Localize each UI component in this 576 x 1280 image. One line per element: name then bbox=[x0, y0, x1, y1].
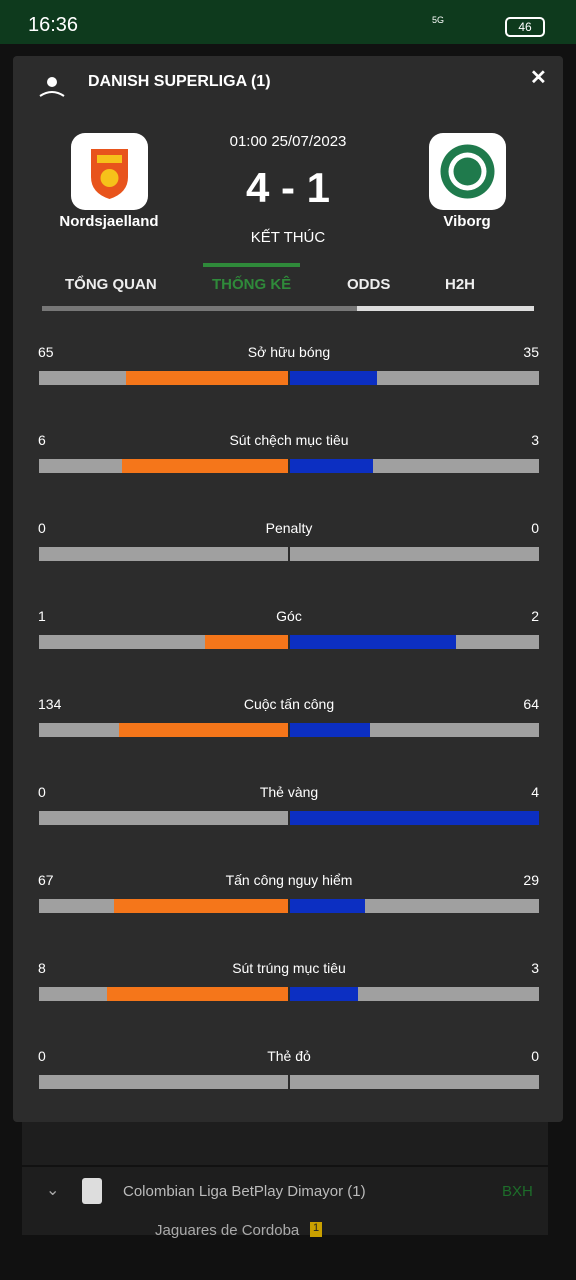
home-value: 0 bbox=[38, 1048, 46, 1064]
away-bar bbox=[290, 811, 539, 825]
team-name[interactable]: Jaguares de Cordoba bbox=[155, 1222, 300, 1239]
away-bar bbox=[290, 899, 366, 913]
home-bar bbox=[114, 899, 288, 913]
away-value: 4 bbox=[531, 784, 539, 800]
scroll-thumb bbox=[42, 306, 357, 311]
league-icon bbox=[37, 70, 67, 100]
status-bar: 16:36 5G 46 bbox=[0, 0, 576, 44]
away-value: 64 bbox=[523, 696, 539, 712]
home-bar bbox=[205, 635, 288, 649]
tab[interactable]: H2H bbox=[445, 276, 476, 293]
bar-track bbox=[290, 1075, 539, 1089]
bar-track bbox=[39, 811, 288, 825]
away-value: 0 bbox=[531, 1048, 539, 1064]
away-value: 35 bbox=[523, 344, 539, 360]
home-value: 1 bbox=[38, 608, 46, 624]
home-logo bbox=[71, 133, 148, 210]
chevron: ⌄ bbox=[46, 1182, 60, 1199]
home-bar bbox=[119, 723, 288, 737]
away-value: 2 bbox=[531, 608, 539, 624]
home-value: 0 bbox=[38, 784, 46, 800]
match-state: KẾT THÚC bbox=[250, 229, 326, 246]
home-value: 8 bbox=[38, 960, 46, 976]
stat-label: Thẻ vàng bbox=[259, 784, 319, 800]
home-bar bbox=[106, 987, 288, 1001]
tab-indicator bbox=[203, 263, 300, 267]
away-bar bbox=[290, 459, 373, 473]
stat-label: Sở hữu bóng bbox=[247, 344, 331, 360]
home-value: 67 bbox=[38, 872, 54, 888]
clock: 16:36 bbox=[28, 14, 79, 36]
match-modal: DANISH SUPERLIGA (1) ✕ Nordsjaelland Vib… bbox=[13, 56, 563, 1122]
background-list: ⌄ Colombian Liga BetPlay Dimayor (1) BXH… bbox=[22, 1120, 548, 1239]
score: 4 - 1 bbox=[245, 164, 331, 211]
home-value: 134 bbox=[38, 696, 62, 712]
close-button[interactable]: ✕ bbox=[530, 67, 547, 89]
away-value: 3 bbox=[531, 960, 539, 976]
league-name[interactable]: Colombian Liga BetPlay Dimayor (1) bbox=[123, 1183, 366, 1200]
home-value: 6 bbox=[38, 432, 46, 448]
home-bar bbox=[126, 371, 288, 385]
home-value: 0 bbox=[38, 520, 46, 536]
league-icon-svg bbox=[39, 77, 65, 97]
away-value: 29 bbox=[523, 872, 539, 888]
bar-track bbox=[290, 547, 539, 561]
stat-label: Sút trúng mục tiêu bbox=[232, 960, 346, 976]
match-datetime: 01:00 25/07/2023 bbox=[229, 133, 347, 150]
away-logo bbox=[429, 133, 506, 210]
standings-link[interactable]: BXH bbox=[502, 1183, 533, 1200]
stat-label: Sút chệch mục tiêu bbox=[229, 432, 349, 448]
network: 5G bbox=[432, 15, 445, 25]
home-bar bbox=[122, 459, 288, 473]
stat-label: Góc bbox=[276, 608, 302, 624]
home-team: Nordsjaelland bbox=[59, 213, 159, 230]
away-team: Viborg bbox=[443, 213, 491, 230]
stat-label: Penalty bbox=[265, 520, 313, 536]
away-logo-svg bbox=[440, 144, 495, 199]
away-value: 3 bbox=[531, 432, 539, 448]
stat-label: Tấn công nguy hiểm bbox=[225, 872, 353, 888]
away-bar bbox=[290, 987, 358, 1001]
away-bar bbox=[290, 723, 371, 737]
home-value: 65 bbox=[38, 344, 54, 360]
home-logo-svg bbox=[91, 149, 128, 199]
bar-track bbox=[39, 1075, 288, 1089]
league-title: DANISH SUPERLIGA (1) bbox=[88, 73, 271, 90]
stat-label: Thẻ đỏ bbox=[267, 1048, 311, 1064]
tab[interactable]: THỐNG KÊ bbox=[212, 276, 292, 293]
stat-label: Cuộc tấn công bbox=[243, 696, 335, 712]
away-value: 0 bbox=[531, 520, 539, 536]
battery: 46 bbox=[505, 17, 545, 37]
tab[interactable]: TỔNG QUAN bbox=[65, 276, 157, 293]
bar-track bbox=[39, 547, 288, 561]
tab[interactable]: ODDS bbox=[347, 276, 391, 293]
divider bbox=[22, 1165, 548, 1167]
away-bar bbox=[290, 371, 378, 385]
badge: 1 bbox=[310, 1222, 322, 1237]
league-logo bbox=[82, 1178, 102, 1204]
away-bar bbox=[290, 635, 456, 649]
